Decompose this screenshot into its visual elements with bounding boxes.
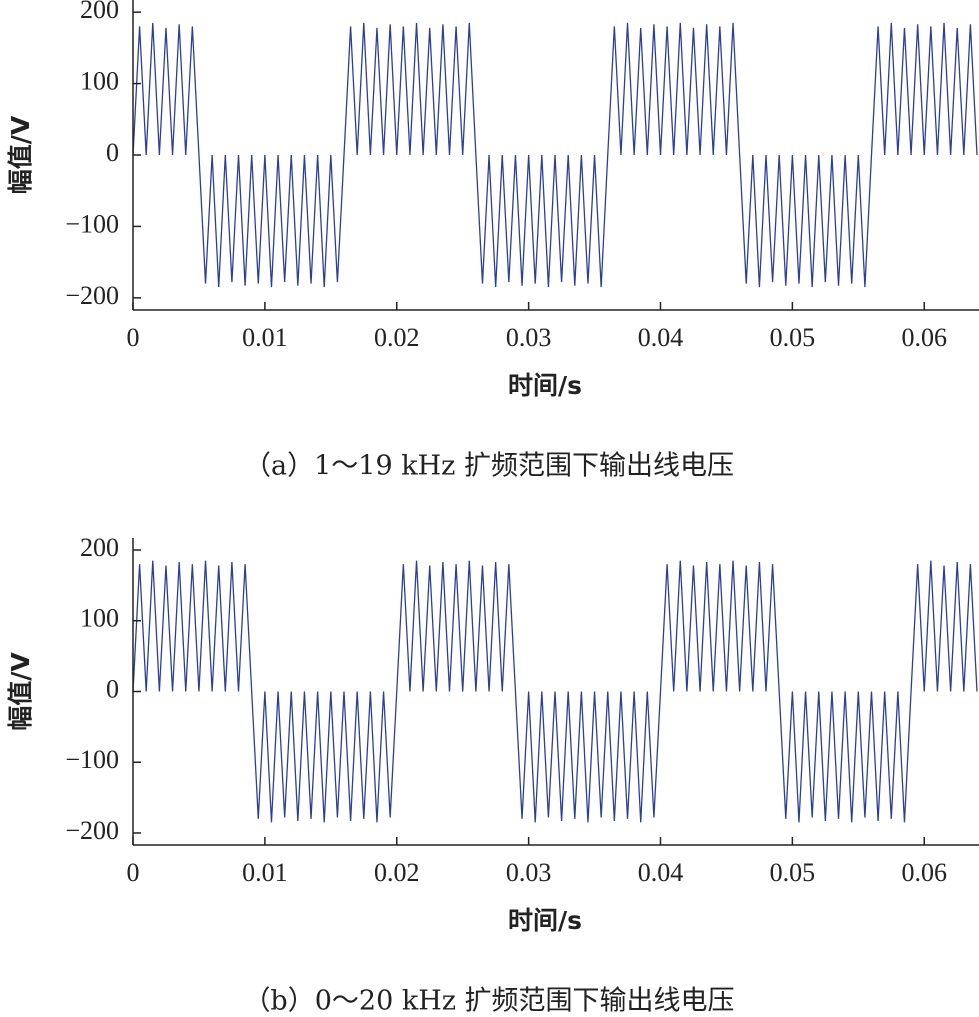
y-tick-label: 100 [80, 67, 119, 96]
x-tick-label: 0.03 [506, 858, 552, 887]
x-tick-label: 0.05 [770, 858, 816, 887]
y-tick-label: 200 [80, 533, 119, 562]
x-tick-label: 0.05 [770, 323, 816, 352]
y-tick-label: −100 [65, 745, 119, 774]
y-tick-label: −200 [65, 816, 119, 845]
x-tick-label: 0.06 [902, 323, 948, 352]
x-tick-label: 0.02 [374, 858, 420, 887]
x-tick-label: 0.01 [242, 858, 288, 887]
x-tick-label: 0 [127, 323, 140, 352]
x-tick-label: 0.02 [374, 323, 420, 352]
y-tick-label: 0 [106, 138, 119, 167]
waveform [132, 22, 978, 288]
caption: （b）0～20 kHz 扩频范围下输出线电压 [243, 986, 734, 1017]
x-tick-label: 0.01 [242, 323, 288, 352]
x-tick-label: 0.03 [506, 323, 552, 352]
x-tick-label: 0.04 [638, 323, 684, 352]
y-tick-label: −200 [65, 281, 119, 310]
x-tick-label: 0.06 [902, 858, 948, 887]
y-tick-label: 100 [80, 604, 119, 633]
caption: （a）1～19 kHz 扩频范围下输出线电压 [244, 451, 734, 482]
y-tick-label: −100 [65, 209, 119, 238]
waveform [132, 560, 978, 823]
x-axis-label: 时间/s [508, 371, 582, 400]
y-axis-label: 幅值/V [6, 652, 35, 731]
x-axis-label: 时间/s [508, 906, 582, 935]
y-tick-label: 0 [106, 674, 119, 703]
y-tick-label: 200 [80, 0, 119, 24]
y-axis-label: 幅值/V [6, 115, 35, 194]
x-tick-label: 0 [127, 858, 140, 887]
x-tick-label: 0.04 [638, 858, 684, 887]
